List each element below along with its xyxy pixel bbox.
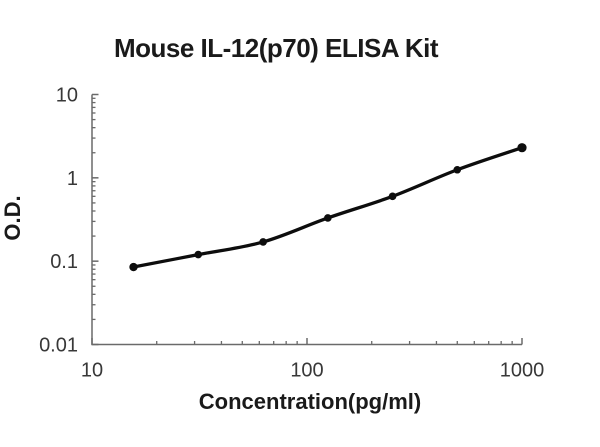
x-tick-label: 100 [290,360,323,382]
data-point-marker [453,165,462,174]
data-point-marker [129,262,138,272]
data-point-marker [194,250,203,259]
data-point-marker [388,192,397,201]
chart-title: Mouse IL-12(p70) ELISA Kit [113,33,439,63]
standard-curve-line [131,146,524,269]
y-tick-label: 1 [67,168,78,190]
x-axis-label: Concentration(pg/ml) [198,389,422,414]
data-point-marker [324,214,332,222]
x-tick-label: 1000 [500,360,545,382]
axis-lines [91,94,522,346]
y-tick-label: 10 [56,85,78,107]
data-point-marker [517,143,527,153]
y-tick-label: 0.01 [39,335,78,357]
x-tick-label: 10 [81,360,103,382]
data-point-marker [259,238,267,246]
y-tick-label: 0.1 [50,251,78,273]
